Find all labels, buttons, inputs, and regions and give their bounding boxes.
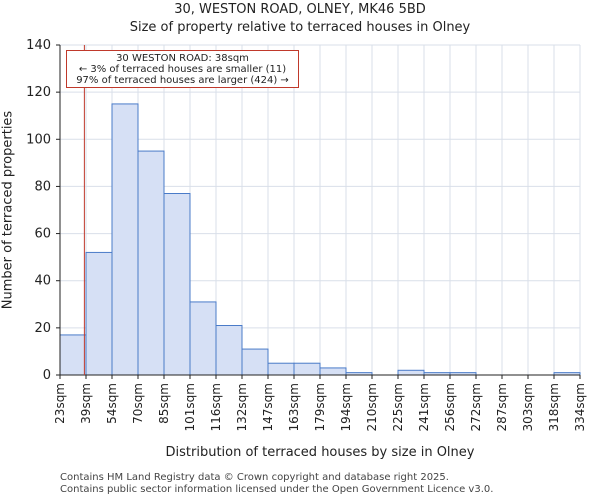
x-tick-label: 318sqm — [547, 383, 561, 431]
footer-line-2: Contains public sector information licen… — [60, 484, 494, 495]
histogram-bar — [111, 103, 139, 376]
histogram-bar — [241, 348, 269, 376]
histogram-bar — [293, 362, 321, 376]
histogram-bar — [267, 362, 295, 376]
x-tick-label: 272sqm — [469, 383, 483, 431]
histogram-bar — [189, 301, 217, 376]
chart-subtitle: Size of property relative to terraced ho… — [129, 20, 471, 35]
x-tick-label: 101sqm — [183, 383, 197, 431]
y-tick-label: 140 — [26, 38, 51, 53]
x-tick-label: 303sqm — [521, 383, 535, 431]
histogram-bar — [59, 334, 87, 376]
x-tick-label: 210sqm — [365, 383, 379, 431]
y-tick-label: 80 — [34, 179, 51, 194]
x-tick-label: 116sqm — [209, 383, 223, 431]
histogram-bar — [163, 193, 191, 376]
x-tick-label: 256sqm — [443, 383, 457, 431]
y-tick-label: 120 — [26, 85, 51, 100]
histogram-bar — [319, 367, 347, 376]
property-annotation-box: 30 WESTON ROAD: 38sqm ← 3% of terraced h… — [66, 50, 299, 88]
y-tick-label: 20 — [34, 321, 51, 336]
chart-title: 30, WESTON ROAD, OLNEY, MK46 5BD — [174, 2, 426, 17]
annotation-line-2: ← 3% of terraced houses are smaller (11) — [78, 64, 287, 75]
x-tick-label: 147sqm — [261, 383, 275, 431]
x-tick-label: 194sqm — [339, 383, 353, 431]
histogram-bar — [85, 251, 113, 376]
annotation-line-3: 97% of terraced houses are larger (424) … — [76, 75, 289, 86]
y-tick-label: 100 — [26, 132, 51, 147]
x-tick-label: 54sqm — [105, 383, 119, 424]
x-tick-label: 39sqm — [79, 383, 93, 424]
histogram-bar — [215, 325, 243, 376]
footer-line-1: Contains HM Land Registry data © Crown c… — [60, 472, 449, 483]
x-tick-label: 334sqm — [573, 383, 587, 431]
y-tick-label: 0 — [43, 368, 51, 383]
histogram-bar — [137, 150, 165, 376]
x-tick-label: 241sqm — [417, 383, 431, 431]
x-tick-label: 132sqm — [235, 383, 249, 431]
y-tick-label: 40 — [34, 274, 51, 289]
x-tick-label: 85sqm — [157, 383, 171, 424]
x-tick-label: 23sqm — [53, 383, 67, 424]
x-tick-label: 70sqm — [131, 383, 145, 424]
annotation-line-1: 30 WESTON ROAD: 38sqm — [116, 53, 249, 64]
x-tick-label: 287sqm — [495, 383, 509, 431]
x-axis-label: Distribution of terraced houses by size … — [165, 445, 475, 460]
histogram-bar — [397, 369, 425, 376]
x-tick-label: 163sqm — [287, 383, 301, 431]
x-tick-label: 179sqm — [313, 383, 327, 431]
x-tick-label: 225sqm — [391, 383, 405, 431]
y-axis-label: Number of terraced properties — [0, 110, 16, 310]
y-tick-label: 60 — [34, 227, 51, 242]
